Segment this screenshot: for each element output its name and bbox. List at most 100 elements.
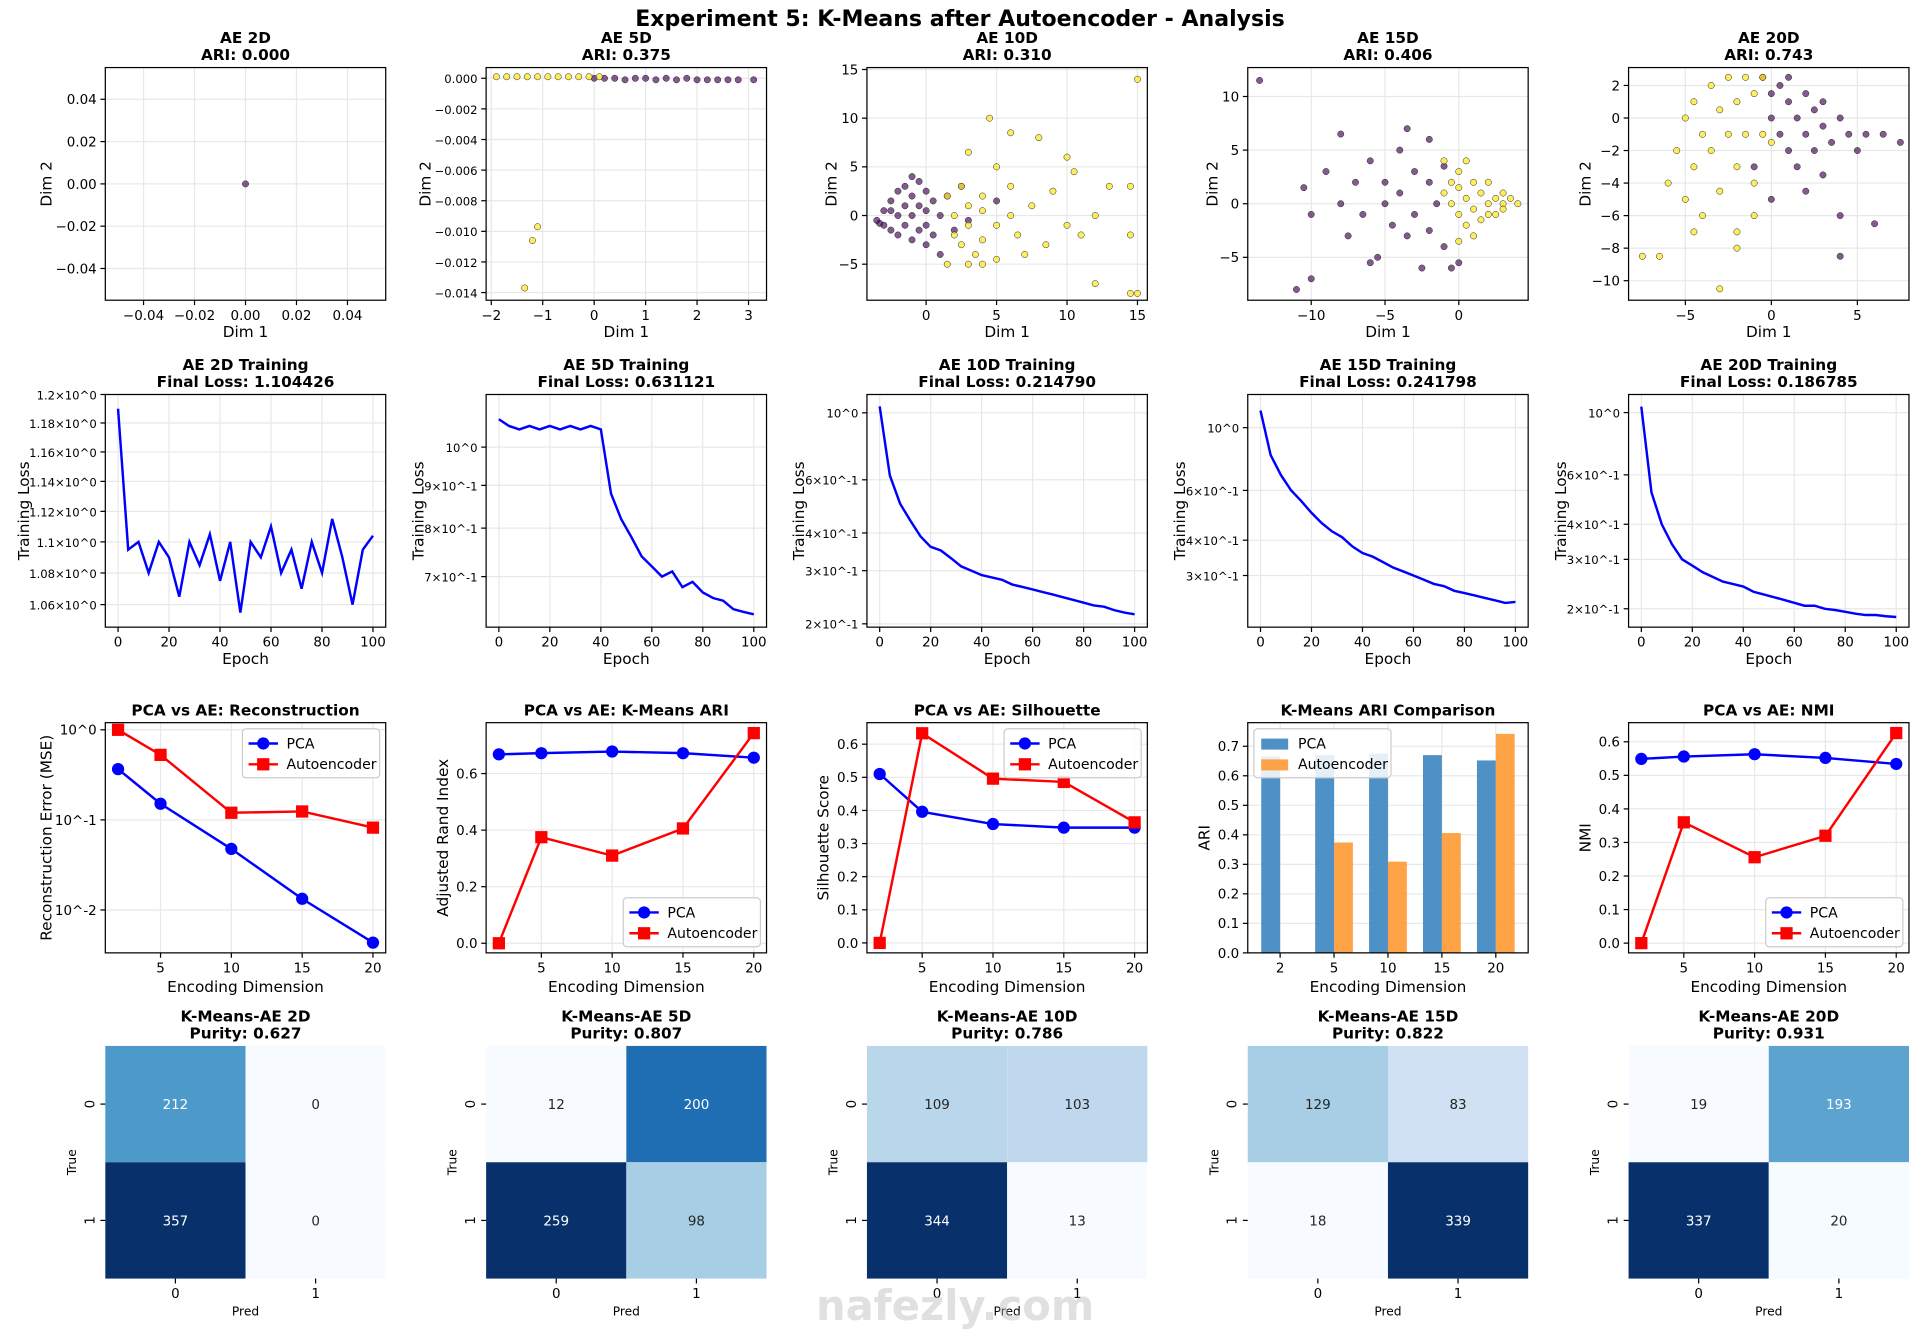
scatter-point-cluster-1 — [1681, 114, 1689, 122]
scatter-point-cluster-1 — [1750, 212, 1758, 220]
scatter-point-cluster-0 — [908, 173, 916, 181]
scatter-point-cluster-1 — [1105, 182, 1113, 190]
x-tick-label: −0.02 — [174, 309, 215, 324]
scatter-point-cluster-1 — [1724, 130, 1732, 138]
scatter-point-cluster-0 — [662, 74, 670, 82]
heatmap-cell — [1247, 1162, 1388, 1279]
scatter-point-cluster-1 — [1716, 106, 1724, 114]
scatter-point-cluster-0 — [1425, 178, 1433, 186]
legend-label: PCA — [1048, 736, 1076, 752]
y-tick-label: −0.04 — [56, 262, 97, 277]
y-tick-label: 0.00 — [67, 178, 97, 193]
chart-title: Purity: 0.627 — [190, 1025, 302, 1043]
chart-title: AE 20D — [1738, 29, 1800, 47]
plot-area — [116, 408, 374, 613]
y-tick-label: −0.012 — [435, 256, 478, 270]
scatter-point-cluster-1 — [1759, 73, 1767, 81]
scatter-point-cluster-0 — [1366, 259, 1374, 267]
heatmap-cell — [105, 1045, 246, 1163]
scatter-point-cluster-0 — [673, 76, 680, 84]
x-axis-label: Dim 1 — [223, 323, 269, 341]
scatter-point-cluster-0 — [1300, 184, 1308, 192]
x-tick-label: 40 — [211, 636, 228, 651]
heatmap-value: 109 — [924, 1098, 950, 1113]
y-axis-label: Training Loss — [1552, 461, 1570, 561]
y-axis-label: True — [1207, 1149, 1221, 1176]
scatter-point-cluster-0 — [1767, 90, 1775, 98]
y-tick-label: 1 — [845, 1216, 860, 1225]
y-tick-label: −0.004 — [435, 133, 478, 147]
scatter-point-cluster-1 — [575, 73, 583, 81]
scatter-point-cluster-1 — [1759, 130, 1767, 138]
x-tick-label: 3 — [744, 309, 753, 324]
x-tick-label: 5 — [537, 961, 546, 976]
scatter-point-cluster-1 — [1656, 252, 1663, 260]
data-point-autoencoder — [535, 831, 548, 844]
chart-title: PCA vs AE: NMI — [1703, 701, 1834, 719]
scatter-point-cluster-1 — [1091, 280, 1099, 288]
axes-frame — [1627, 393, 1910, 628]
heatmap-cell — [1768, 1162, 1909, 1279]
scatter-point-cluster-0 — [631, 74, 639, 82]
scatter-point-cluster-1 — [1750, 90, 1758, 98]
data-point-pca — [111, 762, 125, 776]
x-axis-label: Encoding Dimension — [1310, 978, 1467, 996]
bar-pca — [1369, 753, 1388, 953]
x-tick-label: 80 — [1456, 636, 1473, 651]
y-tick-label: 0 — [1611, 112, 1620, 127]
scatter-point-cluster-0 — [724, 76, 732, 84]
heatmap-value: 259 — [543, 1214, 569, 1229]
data-point-pca — [492, 748, 505, 761]
scatter-point-cluster-1 — [1063, 153, 1071, 161]
y-axis-label: Training Loss — [790, 461, 808, 561]
scatter-point-cluster-0 — [1810, 106, 1818, 114]
scatter-point-cluster-1 — [1733, 98, 1741, 106]
y-tick-label: 10^0 — [1588, 406, 1620, 420]
scatter-point-cluster-1 — [1007, 129, 1015, 137]
chart-title: AE 20D Training — [1700, 356, 1837, 374]
legend-marker — [257, 758, 270, 771]
scatter-point-cluster-0 — [887, 226, 895, 234]
series-line — [1640, 406, 1897, 619]
x-tick-label: 0.00 — [231, 309, 261, 324]
chart-title: Purity: 0.786 — [951, 1025, 1063, 1043]
bar-autoencoder — [1387, 861, 1407, 953]
scatter-point-cluster-1 — [1767, 138, 1775, 146]
scatter-point-cluster-0 — [1802, 187, 1810, 195]
x-tick-label: 15 — [1817, 961, 1834, 976]
y-tick-label: −0.014 — [435, 286, 478, 300]
axes-frame — [1627, 66, 1910, 301]
x-tick-label: 0 — [590, 309, 599, 324]
legend-marker — [1018, 758, 1032, 771]
legend-label: Autoencoder — [1048, 757, 1138, 773]
heatmap-value: 344 — [924, 1214, 950, 1229]
scatter-point-cluster-1 — [1673, 147, 1681, 154]
series-line — [498, 418, 755, 616]
scatter-point-cluster-1 — [1742, 73, 1749, 81]
chart-title: Purity: 0.931 — [1713, 1025, 1825, 1043]
y-tick-label: 0 — [845, 1100, 860, 1109]
scatter-point-cluster-0 — [683, 74, 691, 82]
x-tick-label: 100 — [741, 636, 767, 651]
heatmap-value: 20 — [1830, 1214, 1847, 1229]
scatter-point-cluster-0 — [242, 180, 249, 188]
scatter-point-cluster-1 — [565, 73, 572, 81]
x-tick-label: −1 — [533, 309, 553, 324]
x-tick-label: 10 — [1379, 961, 1396, 976]
y-tick-label: 0.4 — [837, 804, 858, 819]
scatter-point-cluster-1 — [1134, 75, 1141, 83]
y-tick-label: 10 — [1222, 90, 1239, 105]
scatter-point-cluster-1 — [1455, 211, 1463, 218]
scatter-point-cluster-0 — [1836, 114, 1844, 122]
y-tick-label: −0.008 — [435, 195, 478, 209]
scatter-point-cluster-1 — [1127, 182, 1134, 190]
x-tick-label: 0 — [933, 1287, 942, 1302]
scatter-point-cluster-1 — [1477, 216, 1485, 224]
data-point-pca — [606, 745, 619, 758]
scatter-point-cluster-1 — [1455, 184, 1463, 192]
chart-title: Final Loss: 0.186785 — [1680, 373, 1858, 391]
heatmap-cell — [626, 1162, 767, 1279]
scatter-point-cluster-0 — [894, 231, 902, 239]
scatter-point-cluster-1 — [964, 221, 972, 229]
